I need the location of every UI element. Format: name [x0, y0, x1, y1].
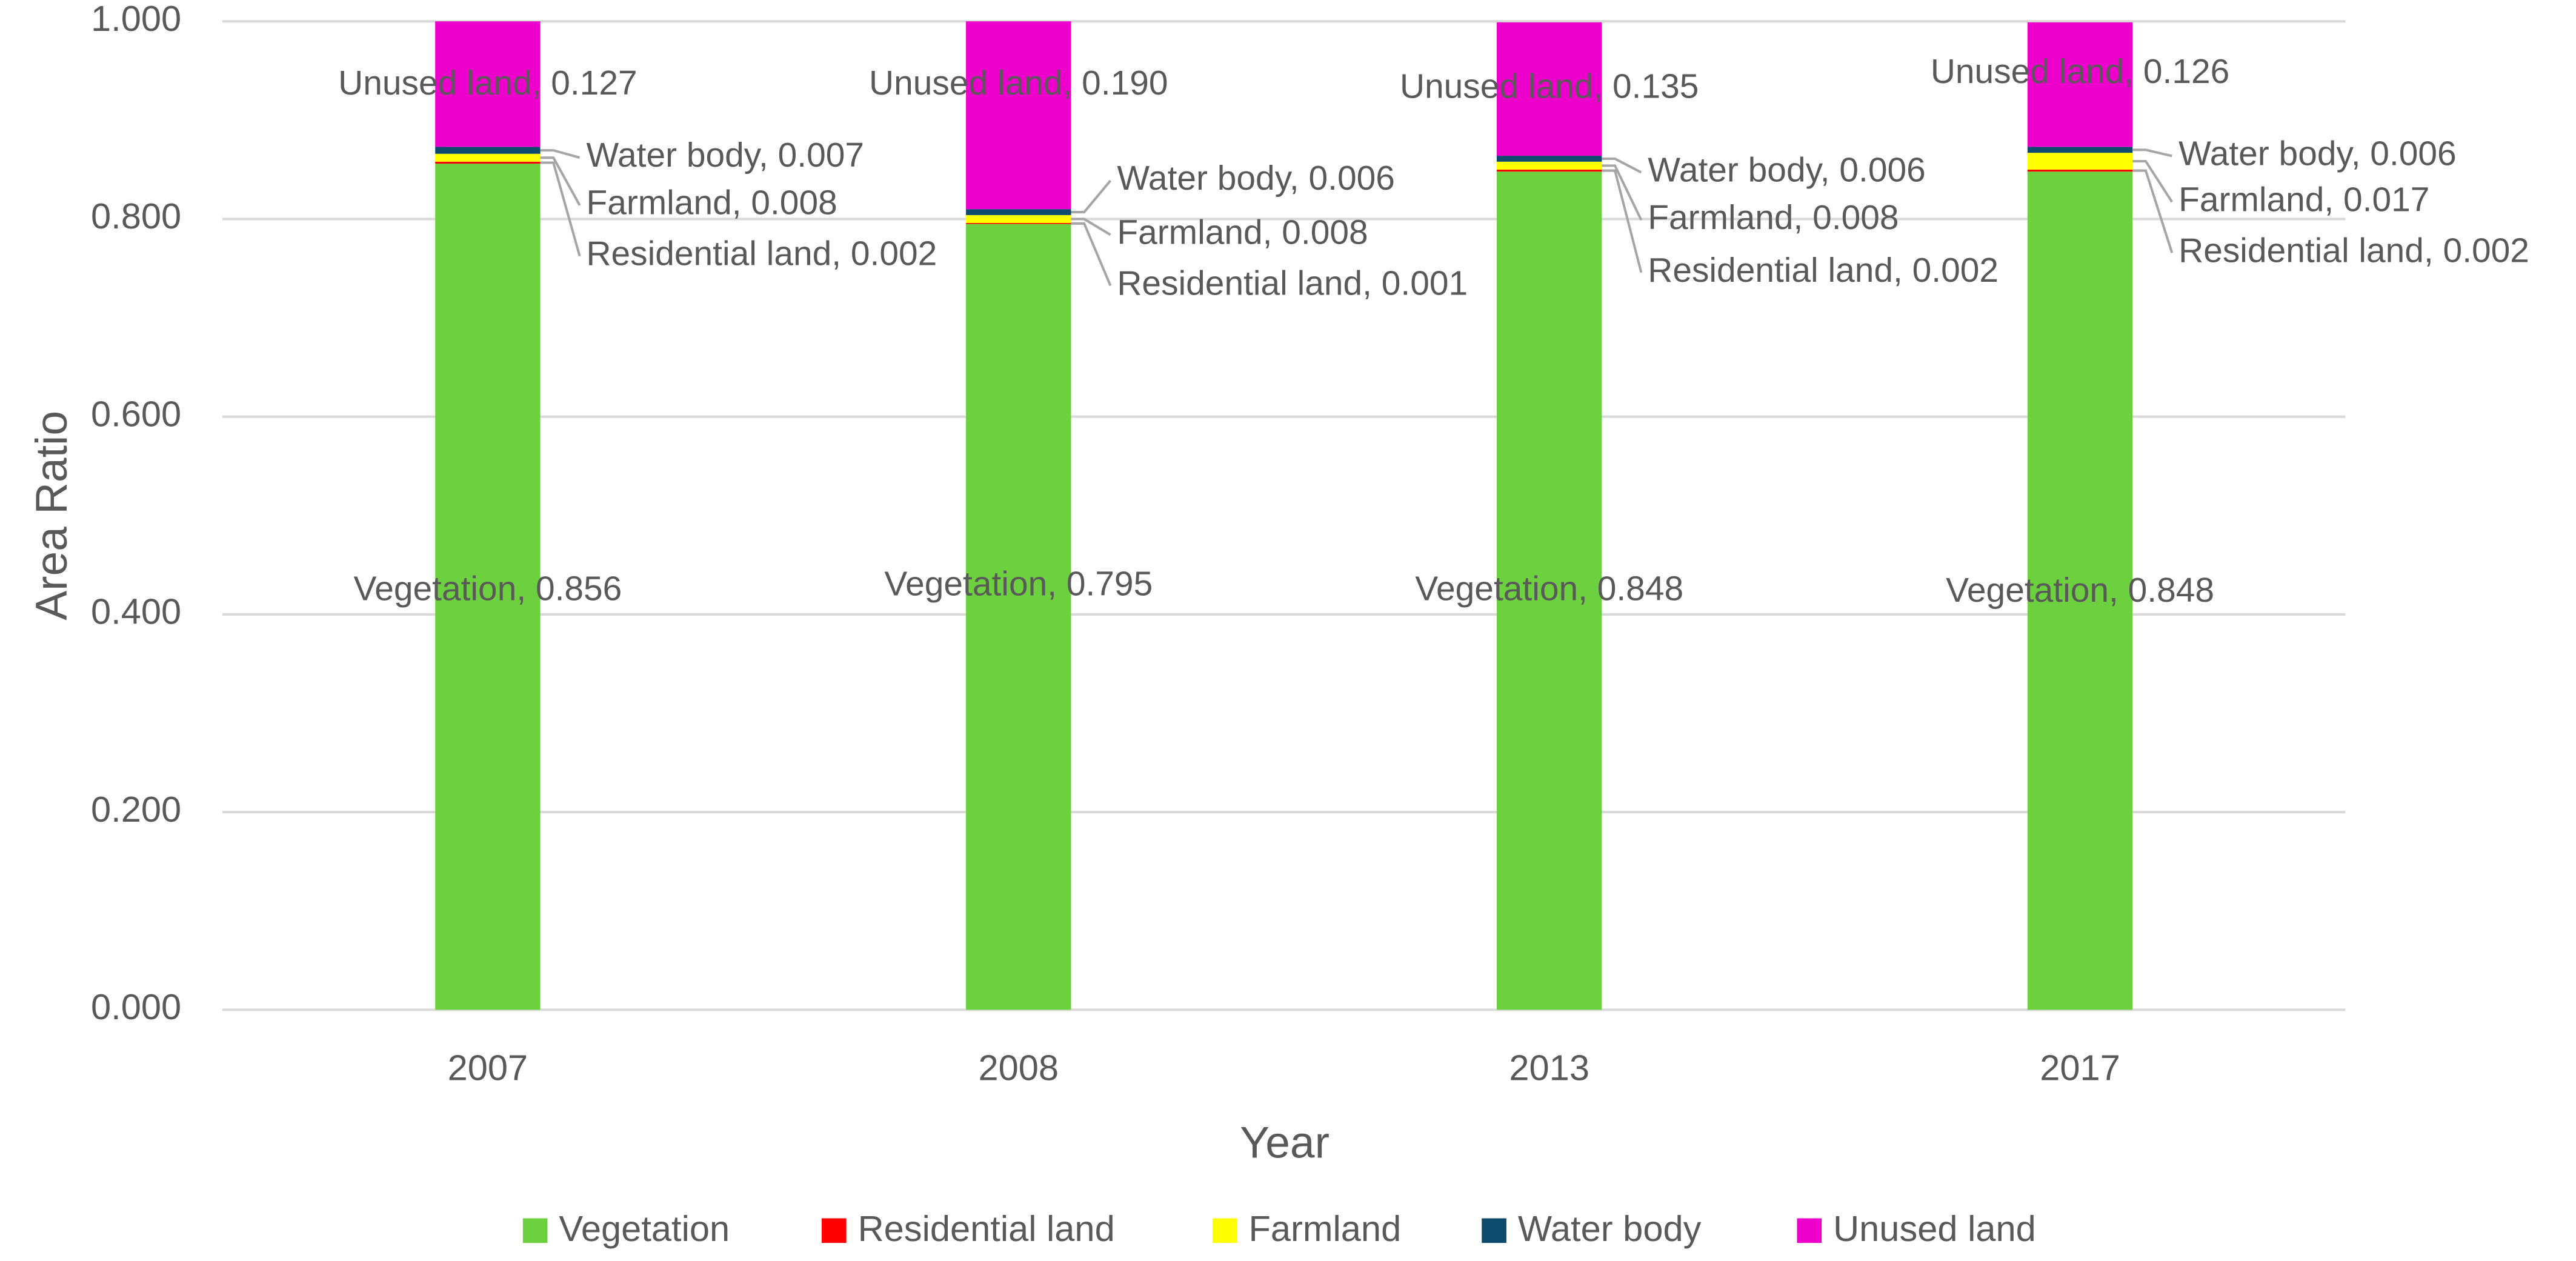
leader-line: [540, 149, 581, 159]
bar-segment: [1496, 169, 1602, 172]
bar-segment: [435, 21, 541, 147]
y-tick-label: 0.800: [91, 196, 181, 236]
leader-line: [1602, 169, 1643, 273]
bar-segment: [2027, 171, 2133, 1010]
leader-line: [2132, 160, 2174, 203]
bar-segment: [1496, 161, 1602, 170]
data-label: Unused land, 0.190: [869, 64, 1168, 102]
y-tick-label: 1.000: [91, 0, 181, 39]
data-label: Residential land, 0.001: [1117, 264, 1468, 303]
bar-segment: [1496, 171, 1602, 1010]
bar-segment: [1496, 156, 1602, 162]
legend-swatch: [1797, 1218, 1822, 1243]
leader-line: [1071, 222, 1112, 287]
bar-segment: [435, 153, 541, 162]
x-tick-label: 2017: [2040, 1047, 2120, 1088]
y-tick-label: 0.200: [91, 789, 181, 830]
leader-line: [1602, 157, 1642, 174]
x-tick-label: 2013: [1509, 1047, 1589, 1088]
data-label: Unused land, 0.135: [1400, 67, 1699, 105]
y-tick-label: 0.600: [91, 393, 181, 434]
data-label: Vegetation, 0.795: [884, 564, 1153, 603]
data-label: Vegetation, 0.848: [1946, 571, 2214, 610]
legend-label: Residential land: [858, 1208, 1115, 1249]
bar-segment: [2027, 153, 2133, 170]
bar-segment: [2027, 147, 2133, 153]
x-axis-title: Year: [1240, 1118, 1330, 1168]
legend-label: Vegetation: [559, 1208, 730, 1249]
bar-segment: [966, 209, 1071, 215]
legend-label: Farmland: [1248, 1208, 1401, 1249]
leader-line: [2132, 148, 2172, 158]
legend-swatch: [821, 1218, 847, 1243]
data-label: Farmland, 0.017: [2178, 180, 2429, 219]
bar-segment: [2027, 22, 2133, 147]
data-label: Unused land, 0.126: [1931, 52, 2229, 91]
data-label: Water body, 0.006: [1117, 159, 1395, 198]
bar-segment: [966, 21, 1071, 210]
leader-line: [1071, 218, 1111, 236]
legend-label: Water body: [1518, 1208, 1702, 1249]
data-label: Water body, 0.007: [586, 136, 864, 175]
leader-line: [540, 156, 581, 206]
data-label: Unused land, 0.127: [338, 64, 637, 102]
y-axis-title: Area Ratio: [27, 411, 76, 621]
x-tick-label: 2007: [448, 1047, 528, 1088]
data-label: Water body, 0.006: [2178, 134, 2457, 173]
data-label: Residential land, 0.002: [1648, 251, 1999, 290]
legend-swatch: [522, 1218, 548, 1243]
y-tick-label: 0.400: [91, 591, 181, 632]
data-label: Vegetation, 0.856: [353, 570, 622, 608]
data-label: Water body, 0.006: [1648, 151, 1926, 190]
data-label: Farmland, 0.008: [1117, 213, 1368, 252]
bar-segment: [966, 222, 1071, 224]
data-label: Vegetation, 0.848: [1415, 570, 1683, 608]
bar-segment: [435, 147, 541, 154]
leader-line: [1071, 179, 1112, 214]
data-label: Farmland, 0.008: [1648, 198, 1899, 237]
y-tick-label: 0.000: [91, 987, 181, 1027]
legend-swatch: [1482, 1218, 1506, 1243]
legend-swatch: [1212, 1218, 1237, 1243]
data-label: Residential land, 0.002: [586, 235, 937, 273]
bar-segment: [1496, 22, 1602, 156]
leader-line: [540, 161, 581, 257]
bar-segment: [435, 161, 541, 164]
data-label: Residential land, 0.002: [2178, 231, 2529, 270]
leader-line: [1602, 164, 1643, 221]
legend-label: Unused land: [1833, 1208, 2036, 1249]
bar-segment: [435, 164, 541, 1010]
bar-segment: [966, 215, 1071, 223]
bar-segment: [966, 224, 1071, 1010]
bar-segment: [2027, 169, 2133, 172]
x-tick-label: 2008: [978, 1047, 1059, 1088]
data-label: Farmland, 0.008: [586, 184, 837, 222]
leader-line: [2132, 169, 2174, 253]
